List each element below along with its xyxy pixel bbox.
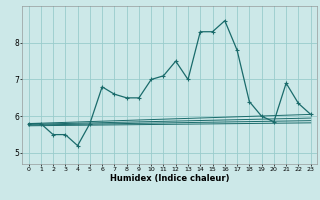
X-axis label: Humidex (Indice chaleur): Humidex (Indice chaleur)	[110, 174, 229, 183]
